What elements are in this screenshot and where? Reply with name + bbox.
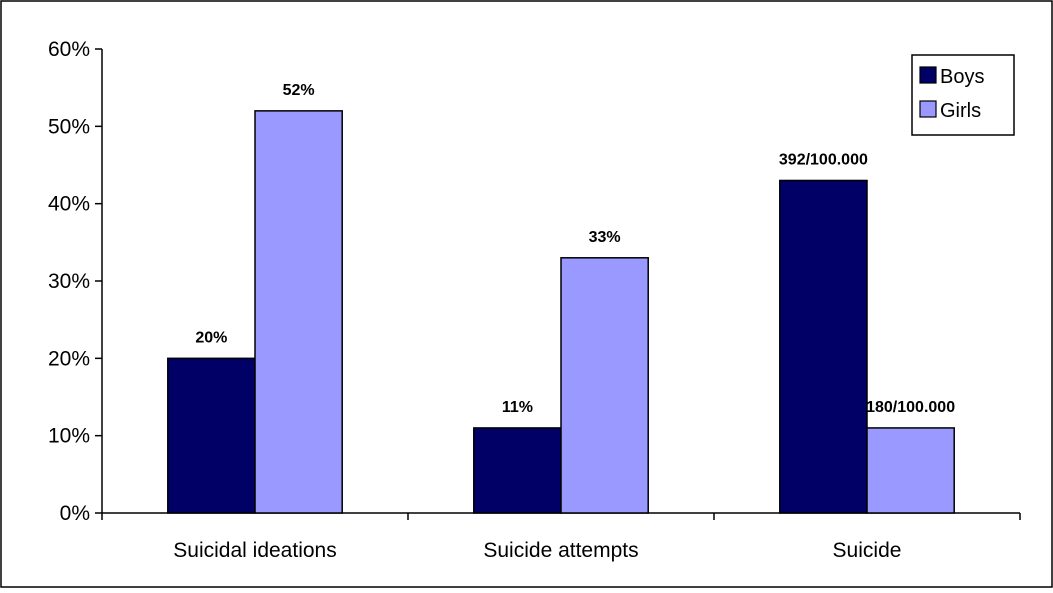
legend-swatch-boys — [919, 66, 937, 84]
y-tick-label: 40% — [48, 193, 90, 216]
y-tick-label: 10% — [48, 425, 90, 448]
data-label: 180/100.000 — [866, 399, 955, 416]
bar-girls — [866, 427, 955, 514]
data-label: 52% — [283, 82, 315, 99]
data-label: 33% — [589, 229, 621, 246]
legend: Boys Girls — [911, 54, 1015, 136]
bars — [167, 110, 955, 514]
bar-boys — [779, 179, 868, 514]
y-tick-label: 0% — [60, 502, 90, 525]
bar-boys — [167, 357, 256, 514]
data-label: 392/100.000 — [779, 151, 868, 168]
bar-boys — [473, 427, 562, 514]
x-category-label: Suicidal ideations — [173, 539, 336, 562]
y-tick-label: 60% — [48, 38, 90, 61]
y-axis: 0% 10% 20% 30% 40% 50% 60% — [48, 38, 103, 525]
legend-swatch-girls — [919, 100, 937, 118]
y-tick-label: 30% — [48, 270, 90, 293]
legend-label-girls: Girls — [940, 100, 981, 122]
legend-label-boys: Boys — [940, 66, 984, 88]
x-category-label: Suicide attempts — [483, 539, 638, 562]
y-tick-label: 20% — [48, 347, 90, 370]
bar-girls — [560, 257, 649, 514]
y-tick-label: 50% — [48, 115, 90, 138]
x-category-label: Suicide — [833, 539, 902, 562]
bar-girls — [254, 110, 343, 514]
data-labels: 20% 52% 11% 33% 392/100.000 180/100.000 — [195, 82, 955, 416]
data-label: 20% — [195, 329, 227, 346]
data-label: 11% — [502, 399, 533, 416]
